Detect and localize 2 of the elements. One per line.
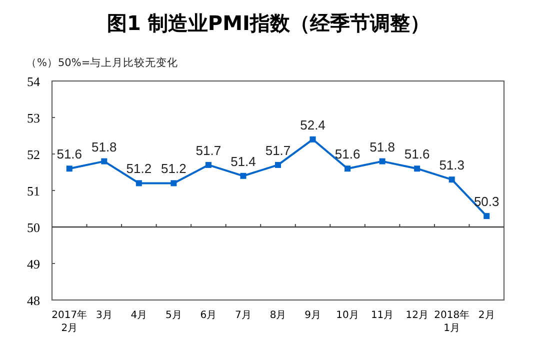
subtitle: （%）50%=与上月比较无变化 (26, 57, 178, 69)
title: 图1 制造业PMI指数（经季节调整） (107, 11, 430, 35)
